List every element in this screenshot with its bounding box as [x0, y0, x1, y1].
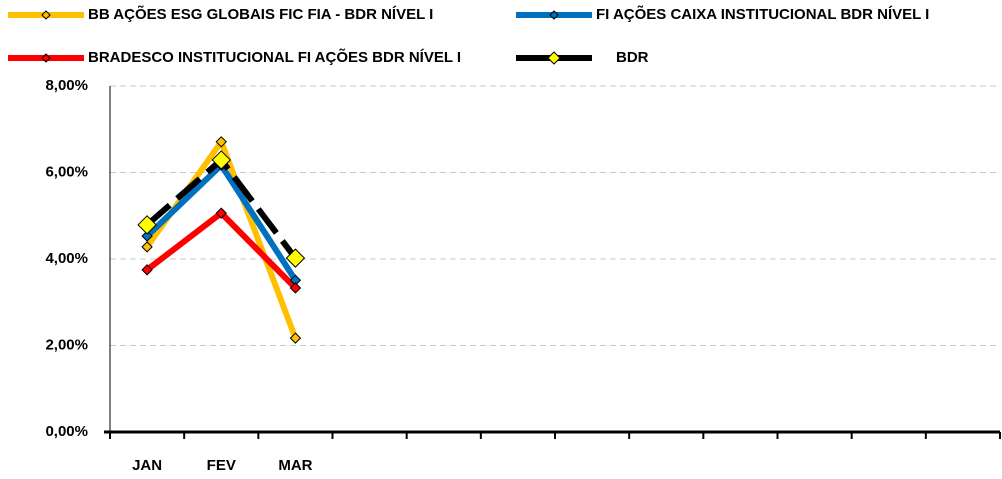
- point-marker: [289, 332, 302, 344]
- point-marker: [141, 241, 153, 253]
- y-tick-label: 8,00%: [45, 77, 88, 94]
- legend-marker: [41, 10, 51, 20]
- point-marker: [285, 248, 306, 268]
- y-tick-label: 4,00%: [45, 250, 88, 267]
- legend-label: BRADESCO INSTITUCIONAL FI AÇÕES BDR NÍVE…: [88, 48, 461, 66]
- point-marker: [289, 282, 302, 294]
- legend-label: FI AÇÕES CAIXA INSTITUCIONAL BDR NÍVEL I: [596, 5, 929, 23]
- point-marker: [141, 264, 153, 276]
- x-tick-label: JAN: [132, 457, 162, 474]
- y-tick-label: 6,00%: [45, 163, 88, 180]
- legend-marker: [547, 51, 561, 65]
- point-marker: [215, 207, 227, 219]
- y-tick-label: 2,00%: [45, 336, 88, 353]
- point-marker: [137, 215, 157, 235]
- point-marker: [215, 136, 227, 148]
- point-marker: [141, 230, 153, 242]
- legend-label: BB AÇÕES ESG GLOBAIS FIC FIA - BDR NÍVEL…: [88, 5, 433, 23]
- y-tick-label: 0,00%: [45, 423, 88, 440]
- point-marker: [211, 150, 231, 170]
- legend-marker: [549, 10, 559, 20]
- series-line: [144, 138, 299, 340]
- legend-marker: [41, 53, 51, 63]
- x-tick-label: MAR: [278, 457, 312, 474]
- legend-label: BDR: [616, 49, 649, 66]
- x-tick-label: FEV: [207, 457, 236, 474]
